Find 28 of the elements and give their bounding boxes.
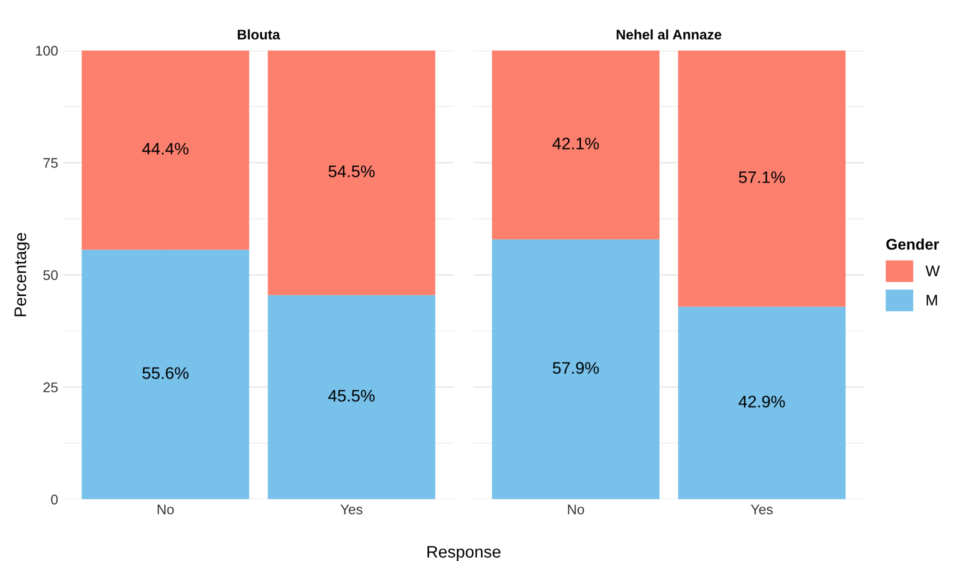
y-tick-label: 0 xyxy=(51,494,58,504)
y-tick-label: 100 xyxy=(36,46,58,56)
chart-title: Nehel al Annaze xyxy=(616,29,722,40)
x-axis-title: Response xyxy=(428,546,500,561)
legend-label: M xyxy=(926,294,937,306)
data-label: 45.5% xyxy=(328,390,375,402)
x-tick-label: No xyxy=(158,504,174,514)
y-axis-title: Percentage xyxy=(14,233,30,316)
data-label: 57.1% xyxy=(738,171,785,184)
legend-label: W xyxy=(926,266,940,276)
y-tick-label: 75 xyxy=(44,158,58,168)
bar xyxy=(268,50,436,296)
data-label: 44.4% xyxy=(142,142,188,155)
y-tick-label: 50 xyxy=(43,270,58,280)
bar xyxy=(82,250,250,500)
data-label: 54.5% xyxy=(328,166,375,178)
x-tick-label: No xyxy=(568,504,584,514)
legend-title: Gender xyxy=(886,238,940,250)
data-label: 42.1% xyxy=(552,138,599,150)
x-tick-label: Yes xyxy=(340,504,362,514)
x-tick-label: Yes xyxy=(750,504,773,514)
data-label: 57.9% xyxy=(552,362,599,374)
y-tick-label: 25 xyxy=(44,382,58,392)
bar xyxy=(268,295,436,500)
chart-title: Blouta xyxy=(238,29,280,40)
bar xyxy=(82,50,250,250)
data-label: 42.9% xyxy=(738,396,785,408)
data-label: 55.6% xyxy=(142,367,188,379)
